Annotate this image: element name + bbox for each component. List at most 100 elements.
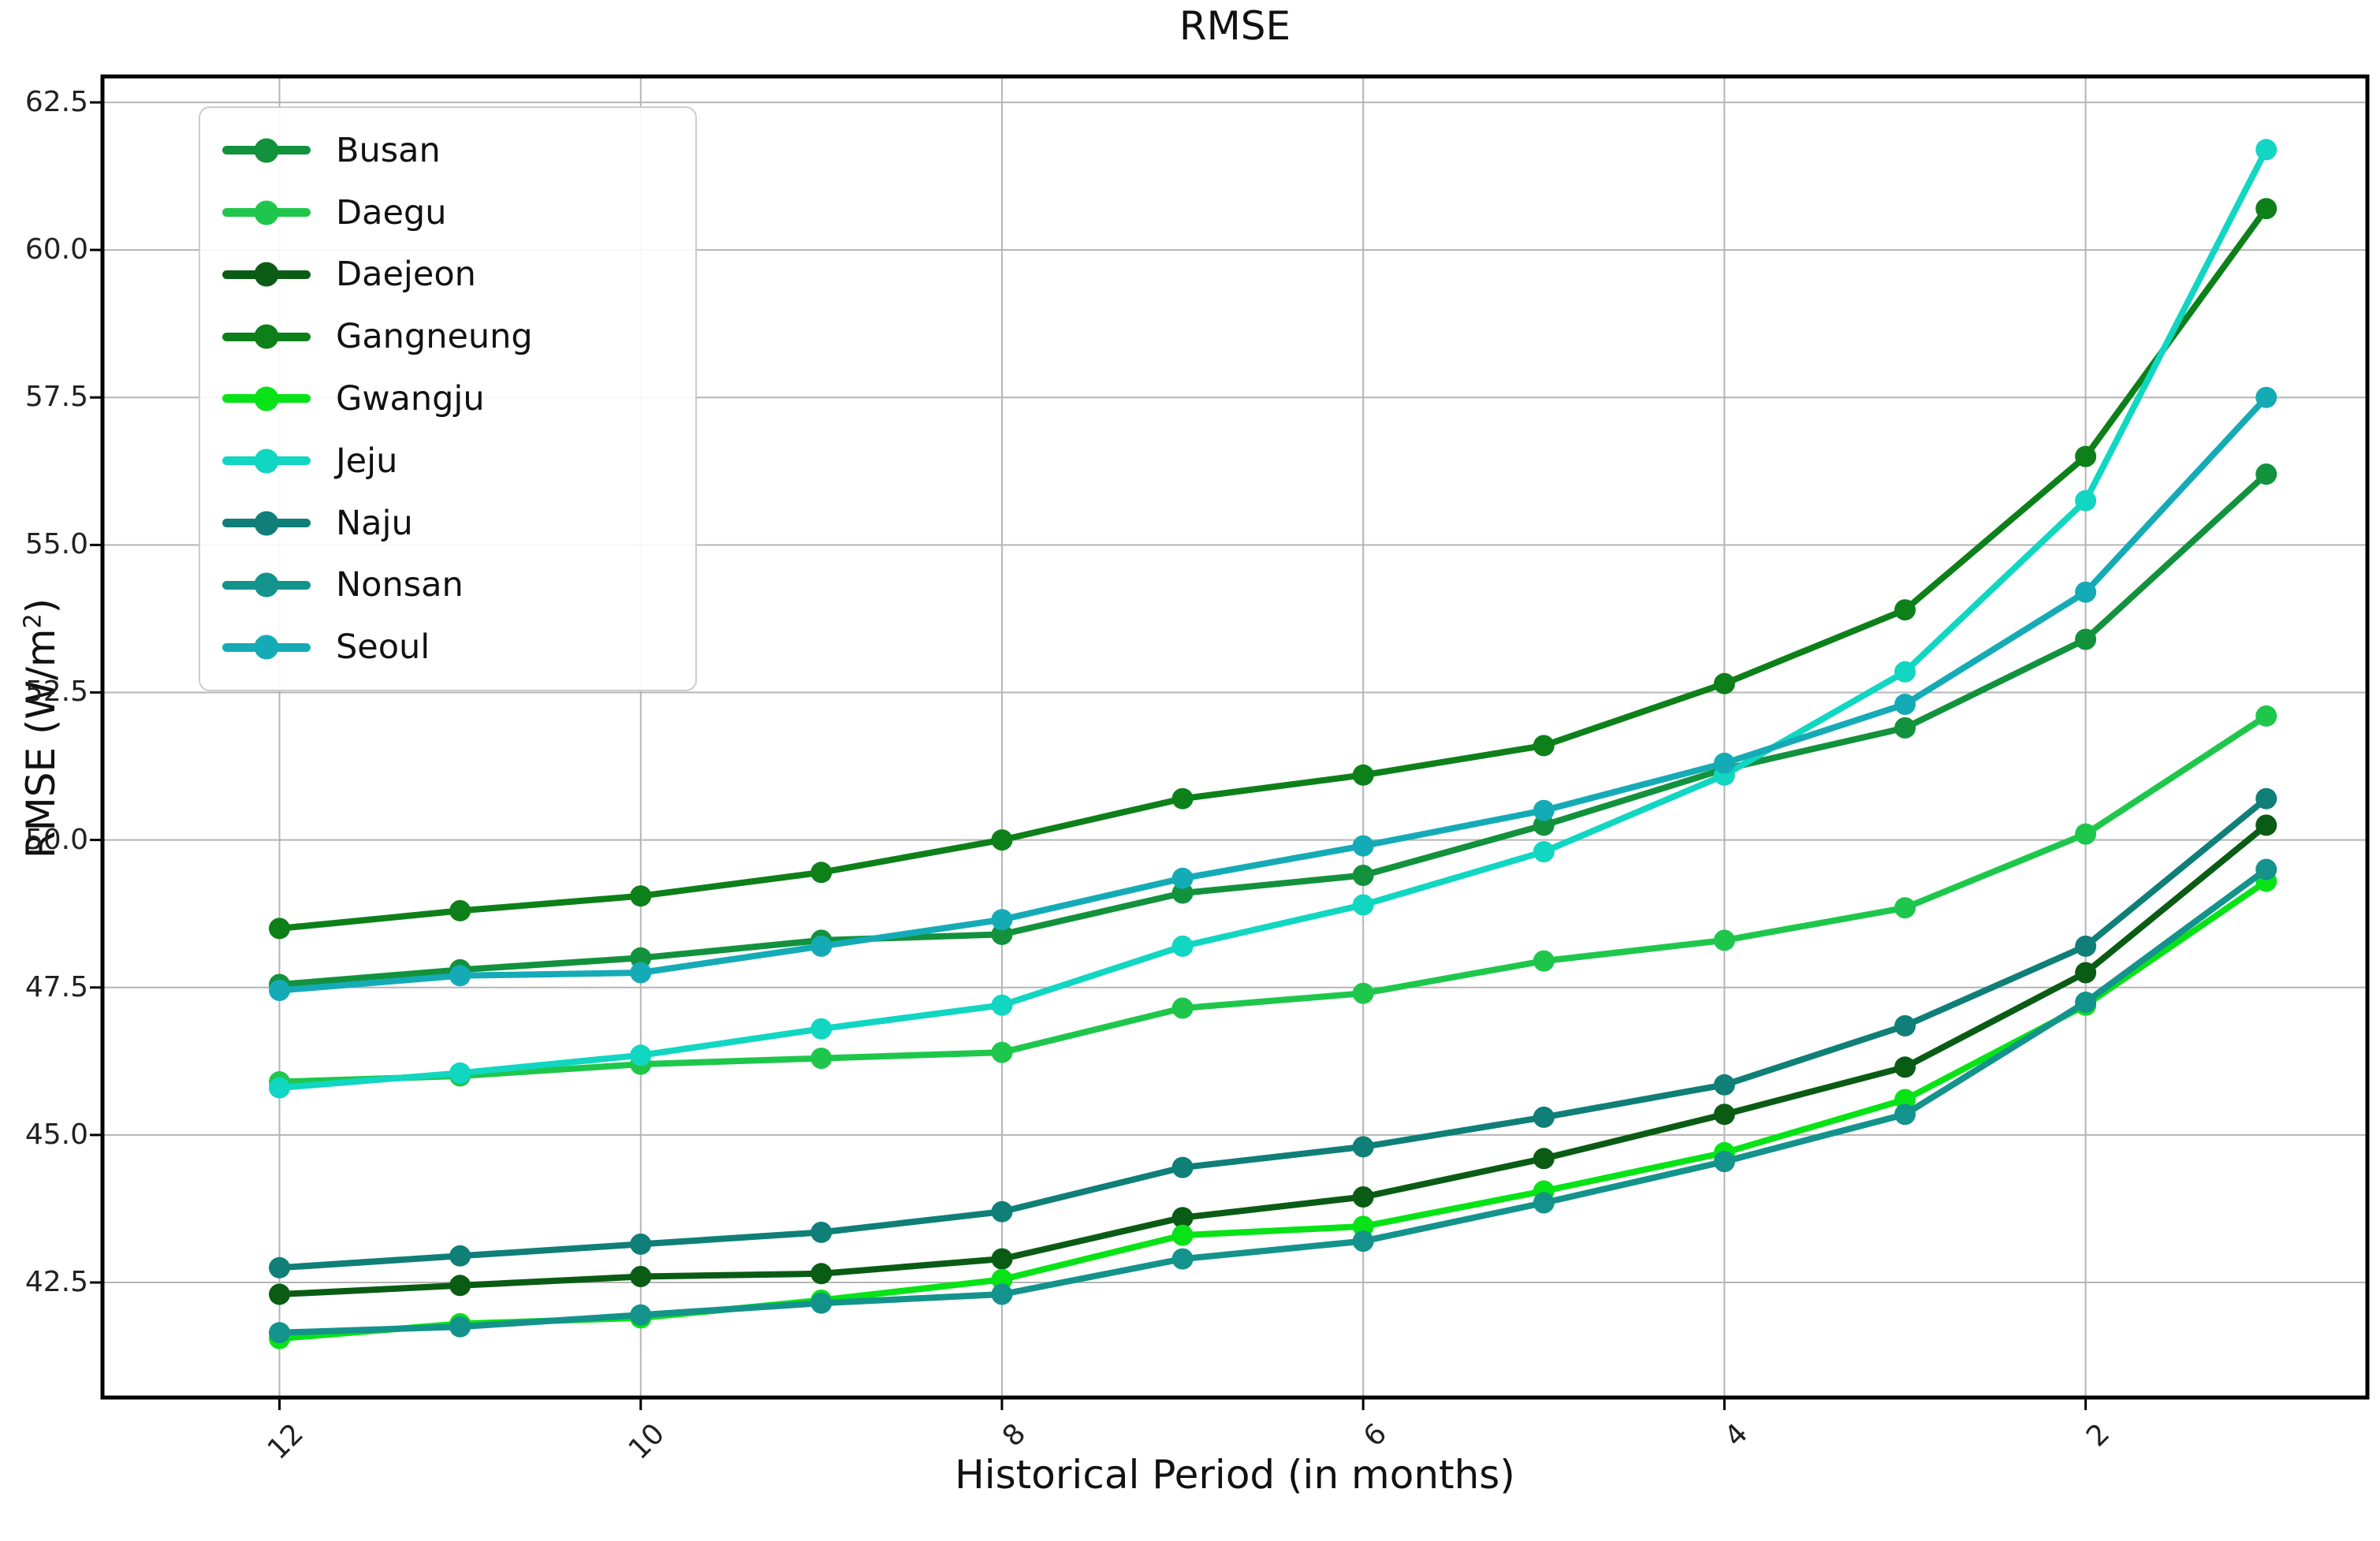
data-point [1352,764,1374,786]
data-point [269,1256,290,1279]
data-point [2075,489,2097,512]
data-point [630,1304,652,1326]
data-point [1894,661,1916,683]
legend-line-marker-icon [222,262,311,287]
data-point [1171,1248,1194,1270]
y-tick-label-47.5: 47.5 [24,970,88,1003]
legend-item-naju: Naju [200,504,695,543]
series-line-gwangju [276,878,2270,1342]
data-point [2255,787,2278,810]
legend-line-marker-icon [222,138,311,163]
legend-label: Jeju [336,441,398,481]
data-point [1352,835,1374,857]
legend-line-marker-icon [222,635,311,660]
data-point [1533,950,1555,972]
series-line-daegu [276,713,2270,1085]
data-point [1352,865,1374,886]
legend-label: Gangneung [336,317,533,357]
data-point [1533,1192,1555,1214]
data-point [991,1041,1013,1063]
legend-dot-icon [254,386,279,411]
series-markers-jeju [269,139,2278,1099]
data-point [810,935,832,957]
data-point [449,1245,471,1267]
data-point [1713,752,1735,774]
data-point [1533,1148,1555,1170]
data-point [1533,841,1555,863]
data-point [630,885,652,907]
data-point [1533,1106,1555,1128]
data-point [991,829,1013,851]
data-point [991,994,1013,1016]
legend-line-marker-icon [222,200,311,225]
legend-item-jeju: Jeju [200,441,695,481]
x-axis-label: Historical Period (in months) [955,1452,1515,1498]
data-point [1894,1056,1916,1078]
data-point [1894,897,1916,919]
data-point [2255,858,2278,880]
legend: Busan Daegu Daejeon Gangneung Gwangju Jeju Naj… [199,106,697,691]
series-markers-gangneung [269,198,2278,940]
series-line-seoul [276,394,2270,994]
legend-item-daegu: Daegu [200,193,695,233]
legend-dot-icon [254,449,279,474]
data-point [991,1283,1013,1305]
data-point [991,1268,1013,1290]
y-tick-label-57.5: 57.5 [24,381,88,414]
data-point [1352,1230,1374,1253]
data-point [1713,929,1735,951]
y-tick-label-60: 60.0 [24,233,88,266]
legend-label: Daejeon [336,255,476,295]
data-point [449,965,471,987]
data-point [1171,997,1194,1019]
y-axis-label-suffix: ) [18,597,64,614]
data-point [810,1221,832,1243]
data-point [991,909,1013,931]
data-point [1894,599,1916,621]
data-point [1352,1186,1374,1208]
data-point [2075,445,2097,467]
data-point [1894,1104,1916,1126]
data-point [1533,799,1555,821]
data-point [1171,935,1194,957]
data-point [630,962,652,984]
legend-label: Seoul [336,627,430,668]
data-point [1171,867,1194,889]
legend-label: Naju [336,503,413,543]
y-tick-label-52.5: 52.5 [24,676,88,709]
data-point [2075,823,2097,845]
data-point [2255,705,2278,727]
data-point [2255,814,2278,836]
series-markers-nonsan [269,858,2278,1344]
data-point [1894,717,1916,739]
data-point [449,1275,471,1297]
data-point [810,1048,832,1070]
data-point [269,1322,290,1344]
data-point [1171,1207,1194,1229]
chart-title: RMSE [1179,3,1291,49]
data-point [449,1062,471,1084]
legend-label: Nonsan [336,565,464,605]
legend-line-marker-icon [222,324,311,349]
data-point [1894,1014,1916,1037]
data-point [449,899,471,921]
data-point [1533,735,1555,757]
data-point [1171,1224,1194,1246]
series-markers-naju [269,787,2278,1279]
data-point [269,1077,290,1099]
series-line-daejeon [276,821,2270,1297]
legend-dot-icon [254,572,279,597]
data-point [1894,1089,1916,1111]
series-line-gangneung [276,205,2270,932]
data-point [1713,672,1735,694]
data-point [810,1018,832,1040]
data-point [1171,882,1194,904]
data-point [810,862,832,884]
data-point [1713,1074,1735,1096]
data-point [630,947,652,969]
data-point [1713,1104,1735,1126]
data-point [1171,787,1194,810]
data-point [810,1292,832,1314]
y-tick-label-42.5: 42.5 [24,1266,88,1299]
